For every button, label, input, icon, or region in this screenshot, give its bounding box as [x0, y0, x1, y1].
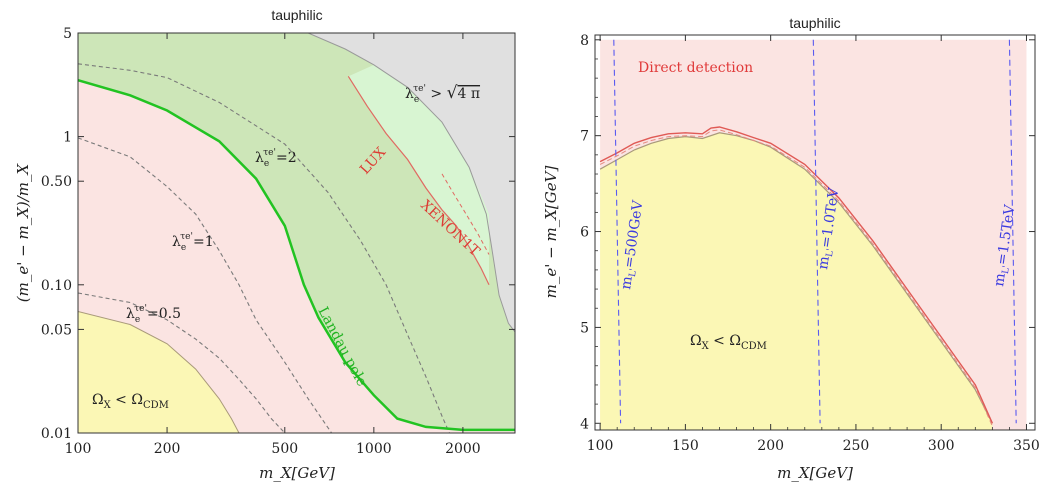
left-y-tick-label: 1: [63, 130, 72, 146]
direct-detection-label: Direct detection: [638, 60, 753, 76]
left-axes-ticks: 100 200 500 1000 2000 0.01 0.05 0.10 0.50 1 5: [41, 26, 515, 457]
lambda-2-contour: [78, 63, 450, 433]
left-y-tick-label: 0.01: [41, 426, 72, 442]
left-x-tick-label: 500: [271, 441, 298, 457]
right-y-tick-label: 4: [580, 416, 589, 432]
left-y-axis-label: (m_e' − m_X)/m_X: [14, 162, 32, 302]
right-panel-title: tauphilic: [789, 15, 840, 31]
right-underabundant-label: ΩX < ΩCDM: [690, 333, 767, 352]
left-x-axis-label: m_X[GeV]: [259, 464, 335, 482]
right-plot-area: [599, 39, 1027, 430]
lambda-1-label: λeτe'=1: [172, 232, 214, 253]
xenon-excluded-region: [348, 64, 489, 285]
lambda-2-label: λeτe'=2: [255, 148, 297, 169]
left-plot-frame: [77, 32, 516, 434]
right-x-tick-label: 200: [757, 438, 784, 454]
perturbativity-boundary: [308, 33, 515, 333]
right-x-tick-label: 150: [672, 438, 699, 454]
right-axes-ticks: 100 150 200 250 300 350 4 5 6 7 8: [580, 33, 1040, 454]
left-x-tick-label: 200: [154, 441, 181, 457]
mL-500-line: [613, 39, 622, 424]
left-plot-area: [78, 33, 515, 433]
right-y-tick-label: 5: [580, 320, 589, 336]
lambda-1-contour: [78, 137, 333, 433]
xenon1t-line: [441, 173, 490, 255]
left-y-tick-label: 5: [63, 26, 72, 42]
right-y-tick-label: 7: [580, 129, 589, 145]
left-x-tick-label: 2000: [445, 441, 481, 457]
right-plot-frame: [594, 34, 1036, 431]
right-y-tick-label: 8: [580, 33, 589, 49]
mL-1000-line: [812, 39, 821, 424]
lambda-05-contour: [78, 292, 286, 433]
right-x-axis-label: m_X[GeV]: [777, 464, 853, 482]
right-panel: tauphilic 100 150 200 250 300 350 4 5 6 7 8 m_e' −…: [542, 15, 1040, 482]
right-underabundant-region: [600, 132, 993, 430]
left-panel: tauphilic 100 200 500 1000 2000 0.01 0.05 0.10 0…: [14, 7, 516, 482]
right-x-tick-label: 300: [928, 438, 955, 454]
mL-1500-line: [1008, 39, 1017, 424]
relic-region: [78, 80, 515, 433]
direct-detection-boundary: [599, 126, 994, 424]
underabundant-region: [78, 310, 240, 433]
left-panel-title: tauphilic: [271, 7, 322, 23]
lambda-05-label: λeτe'=0.5: [126, 304, 181, 325]
lux-line: [347, 75, 490, 286]
right-x-tick-label: 100: [587, 438, 614, 454]
right-x-tick-label: 250: [843, 438, 870, 454]
left-x-tick-label: 1000: [356, 441, 392, 457]
left-x-tick-label: 100: [65, 441, 92, 457]
landau-pole-line: [78, 78, 515, 432]
right-y-axis-label: m_e' − m_X[GeV]: [542, 166, 560, 299]
left-y-tick-label: 0.05: [41, 322, 72, 338]
left-y-tick-label: 0.10: [41, 278, 72, 294]
right-y-tick-label: 6: [580, 225, 589, 241]
left-underabundant-label: ΩX < ΩCDM: [92, 392, 169, 411]
right-x-tick-label: 350: [1013, 438, 1040, 454]
direct-detection-boundary-dashed: [599, 129, 993, 427]
left-y-tick-label: 0.50: [41, 174, 72, 190]
perturbativity-label: λeτe' > √4 π: [405, 83, 480, 105]
